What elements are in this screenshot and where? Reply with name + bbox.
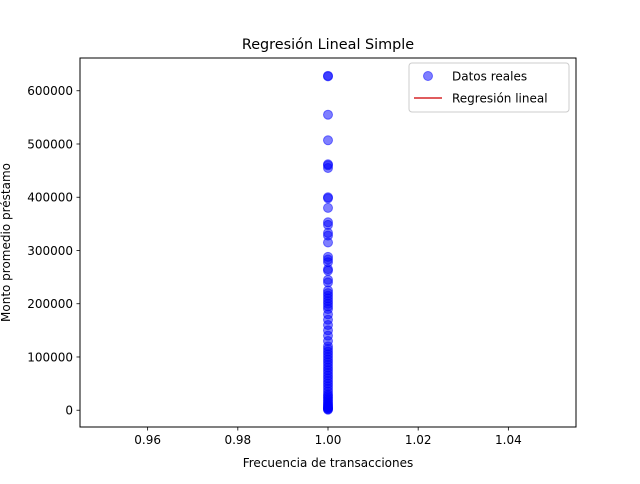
chart-title: Regresión Lineal Simple xyxy=(242,37,414,53)
data-point xyxy=(323,265,333,276)
y-tick-label: 100000 xyxy=(27,350,73,364)
y-tick-label: 200000 xyxy=(27,297,73,311)
data-point xyxy=(323,135,333,146)
y-axis-label: Monto promedio préstamo xyxy=(0,163,13,322)
data-point xyxy=(323,162,333,173)
y-tick-label: 0 xyxy=(65,404,73,418)
data-point xyxy=(323,237,333,248)
x-tick-label: 1.00 xyxy=(315,433,342,447)
legend: Datos reales Regresión lineal xyxy=(408,62,570,113)
x-axis-ticks: 0.96 0.98 1.00 1.02 1.04 xyxy=(134,427,522,447)
legend-label-regresion-lineal: Regresión lineal xyxy=(452,92,548,106)
data-point xyxy=(323,109,333,120)
y-axis-ticks: 0 100000 200000 300000 400000 500000 600000 xyxy=(27,84,80,418)
legend-box xyxy=(408,62,570,113)
x-tick-label: 1.04 xyxy=(495,433,522,447)
legend-label-datos-reales: Datos reales xyxy=(452,70,527,84)
data-point xyxy=(323,202,333,213)
y-tick-label: 600000 xyxy=(27,84,73,98)
data-point xyxy=(323,71,333,82)
data-point xyxy=(323,404,333,415)
legend-marker-datos-reales xyxy=(423,71,433,81)
x-tick-label: 0.98 xyxy=(224,433,251,447)
data-points xyxy=(323,70,333,415)
y-tick-label: 500000 xyxy=(27,137,73,151)
x-tick-label: 0.96 xyxy=(134,433,161,447)
y-tick-label: 400000 xyxy=(27,191,73,205)
x-axis-label: Frecuencia de transacciones xyxy=(243,456,414,470)
y-tick-label: 300000 xyxy=(27,244,73,258)
x-tick-label: 1.02 xyxy=(405,433,432,447)
data-point xyxy=(323,193,333,204)
